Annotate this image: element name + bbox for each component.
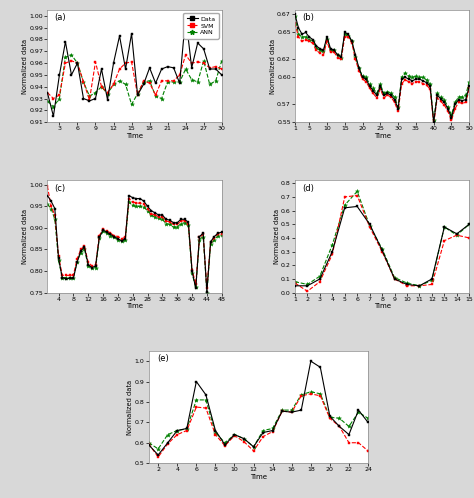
Legend: Data, SVM, ANN: Data, SVM, ANN [183,13,219,38]
X-axis label: Time: Time [374,303,391,309]
Text: (c): (c) [55,184,65,193]
Y-axis label: Normalized data: Normalized data [273,209,280,264]
X-axis label: Time: Time [250,474,267,480]
Y-axis label: Normalized data: Normalized data [270,38,276,94]
Text: (d): (d) [302,184,314,193]
Y-axis label: Normalized data: Normalized data [22,209,28,264]
Y-axis label: Normalized data: Normalized data [127,379,133,435]
X-axis label: Time: Time [374,132,391,138]
X-axis label: Time: Time [126,132,143,138]
Text: (b): (b) [302,13,314,22]
Y-axis label: Normalized data: Normalized data [22,38,28,94]
Text: (e): (e) [157,355,169,364]
Text: (a): (a) [55,13,66,22]
X-axis label: Time: Time [126,303,143,309]
